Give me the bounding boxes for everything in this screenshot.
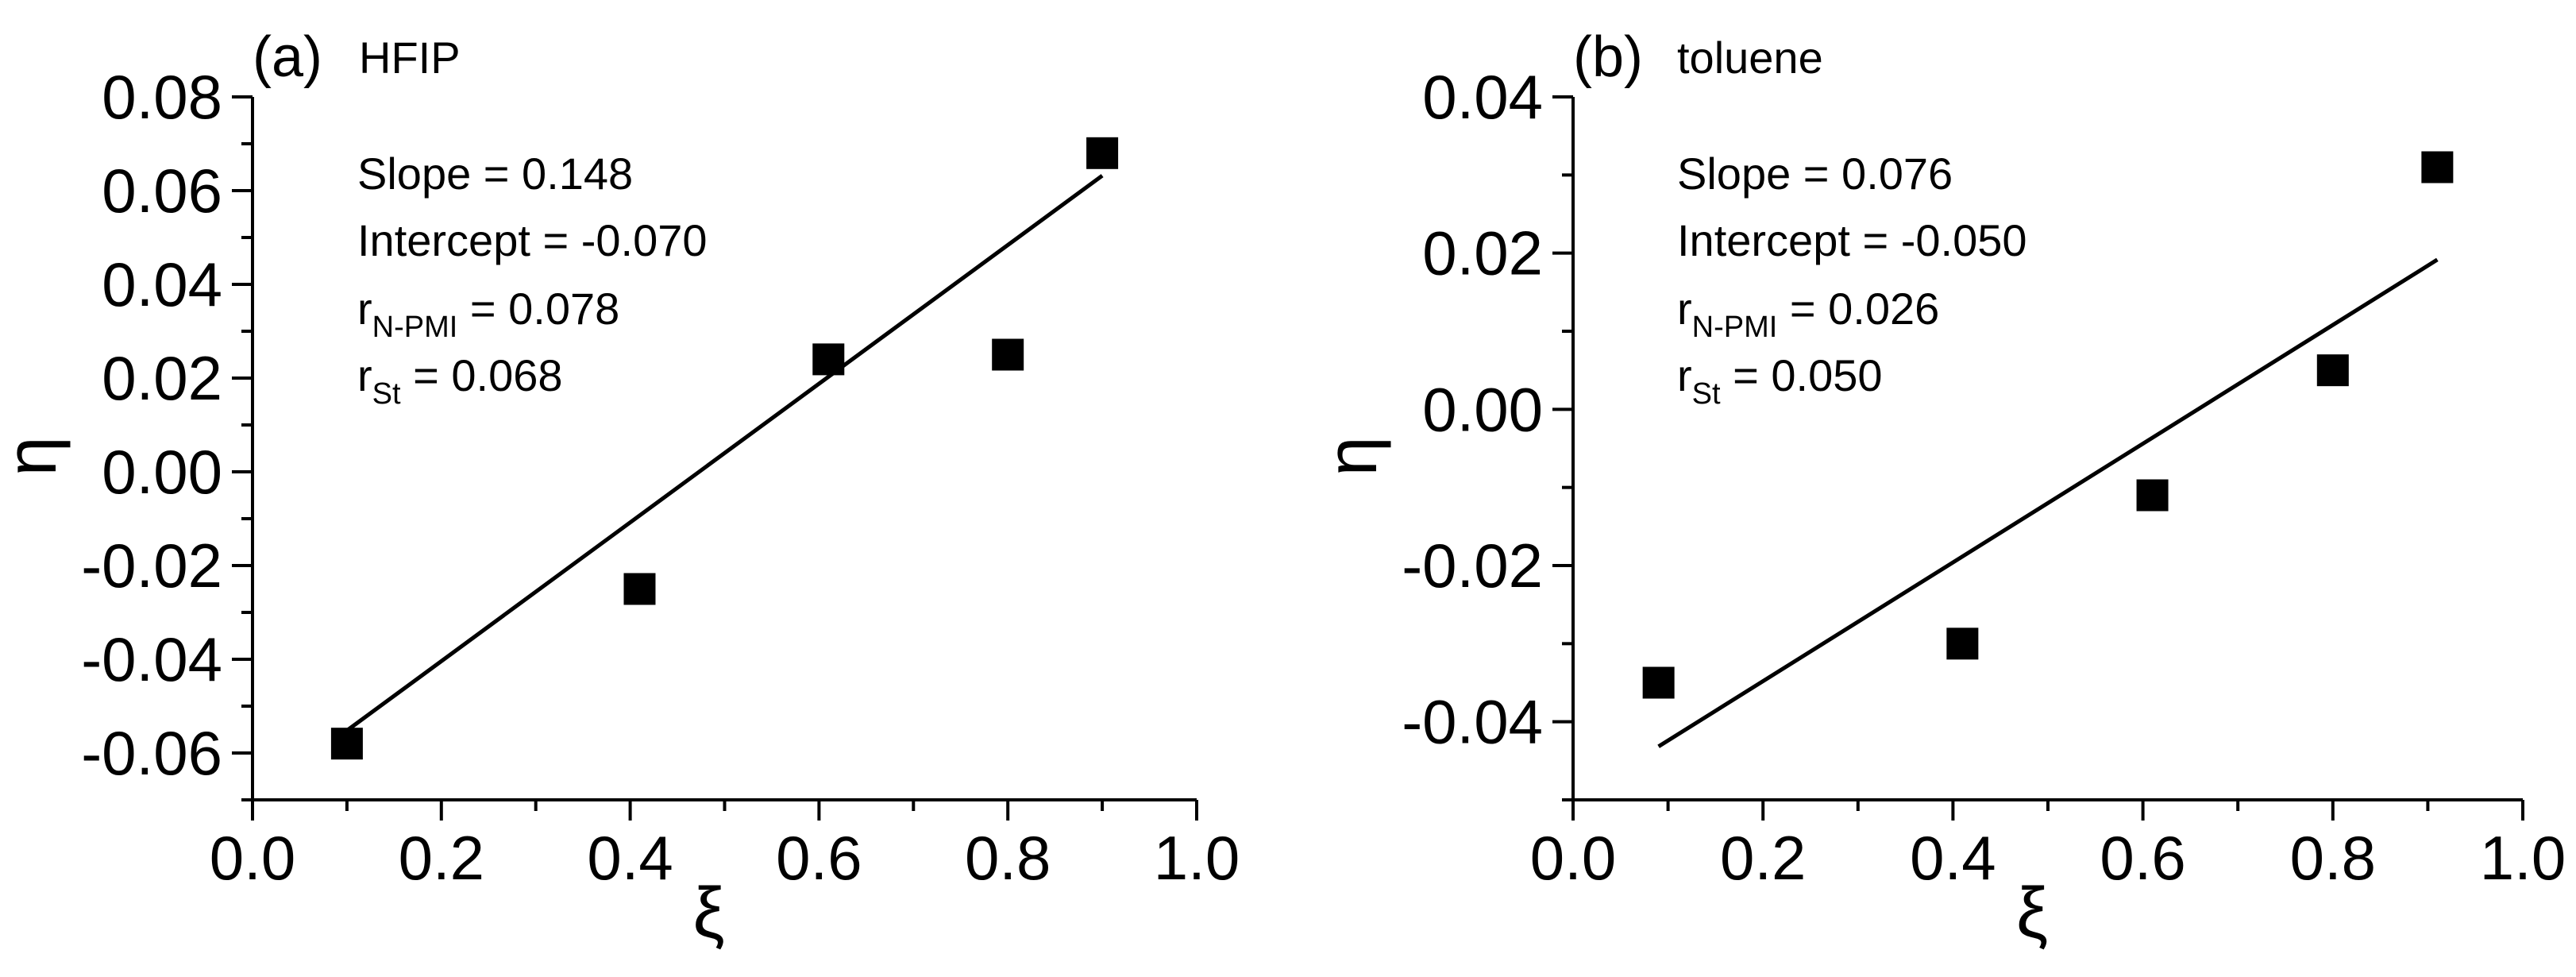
r-st-value: = 0.050 <box>1721 350 1883 400</box>
y-tick-label: -0.02 <box>81 531 222 600</box>
x-tick-label: 0.0 <box>1530 823 1616 893</box>
r-npmi-value: = 0.078 <box>457 284 619 334</box>
intercept-annotation: Intercept = -0.050 <box>1677 215 2027 265</box>
data-point-2 <box>1946 628 1979 660</box>
r-npmi-annotation: rN-PMI = 0.078 <box>357 284 619 344</box>
r-st-annotation: rSt = 0.068 <box>357 350 563 411</box>
r-npmi-annotation: rN-PMI = 0.026 <box>1677 284 1939 344</box>
y-tick-label: -0.02 <box>1402 531 1543 600</box>
y-tick-label: 0.06 <box>102 156 222 226</box>
panel-label: (b) <box>1573 25 1643 89</box>
x-tick-label: 0.4 <box>587 823 673 893</box>
data-point-3 <box>812 343 845 376</box>
y-tick-label: 0.08 <box>102 62 222 132</box>
r-st-subscript: St <box>372 377 401 411</box>
slope-annotation: Slope = 0.076 <box>1677 149 1953 199</box>
y-tick-label: -0.06 <box>81 718 222 788</box>
y-tick-label: 0.02 <box>1422 218 1543 288</box>
x-axis-title: ξ <box>692 874 724 953</box>
y-tick-label: 0.00 <box>102 437 222 507</box>
panel-a: 0.0 0.2 0.4 0.6 0.8 1.0 -0.06 -0.04 -0.02 0.00 0.0… <box>0 25 1240 953</box>
data-point-3 <box>2136 479 2169 512</box>
x-tick-label: 0.2 <box>399 823 484 893</box>
y-tick-label: 0.04 <box>102 249 222 319</box>
y-tick-label: 0.00 <box>1422 374 1543 444</box>
r-npmi-value: = 0.026 <box>1777 284 1939 334</box>
r-npmi-symbol: r <box>357 284 372 334</box>
y-tick-label: 0.02 <box>102 343 222 413</box>
r-st-symbol: r <box>1677 350 1692 400</box>
x-tick-label: 0.0 <box>210 823 295 893</box>
y-tick-label: 0.04 <box>1422 62 1543 132</box>
y-tick-label: -0.04 <box>1402 687 1543 757</box>
r-npmi-symbol: r <box>1677 284 1692 334</box>
y-tick-label: -0.04 <box>81 624 222 694</box>
panel-title: HFIP <box>359 33 461 83</box>
fit-line <box>345 174 1104 732</box>
intercept-annotation: Intercept = -0.070 <box>357 215 708 265</box>
data-point-2 <box>623 573 656 605</box>
x-tick-label: 0.8 <box>2290 823 2376 893</box>
x-axis-title: ξ <box>2016 874 2048 953</box>
slope-annotation: Slope = 0.148 <box>357 149 633 199</box>
r-st-symbol: r <box>357 350 372 400</box>
x-tick-label: 0.2 <box>1720 823 1806 893</box>
y-axis-title: η <box>0 436 71 476</box>
panel-label: (a) <box>253 25 322 89</box>
r-st-subscript: St <box>1692 377 1721 411</box>
data-point-5 <box>1086 137 1119 169</box>
r-npmi-subscript: N-PMI <box>372 311 458 344</box>
panel-b: 0.0 0.2 0.4 0.6 0.8 1.0 -0.04 -0.02 0.00 0.02 0.04… <box>1313 25 2566 953</box>
r-npmi-subscript: N-PMI <box>1692 311 1778 344</box>
x-tick-label: 1.0 <box>2480 823 2566 893</box>
data-point-4 <box>992 338 1024 371</box>
x-tick-label: 0.8 <box>965 823 1051 893</box>
y-axis-title: η <box>1313 436 1392 476</box>
x-tick-label: 0.6 <box>2100 823 2185 893</box>
data-point-5 <box>2421 151 2454 183</box>
fit-line <box>1657 257 2439 748</box>
data-point-1 <box>1642 666 1675 699</box>
panel-title: toluene <box>1677 33 1823 83</box>
x-tick-label: 1.0 <box>1154 823 1240 893</box>
data-point-1 <box>330 728 363 760</box>
data-point-4 <box>2316 354 2349 387</box>
x-tick-label: 0.4 <box>1910 823 1996 893</box>
r-st-annotation: rSt = 0.050 <box>1677 350 1883 411</box>
r-st-value: = 0.068 <box>401 350 563 400</box>
x-tick-label: 0.6 <box>776 823 862 893</box>
